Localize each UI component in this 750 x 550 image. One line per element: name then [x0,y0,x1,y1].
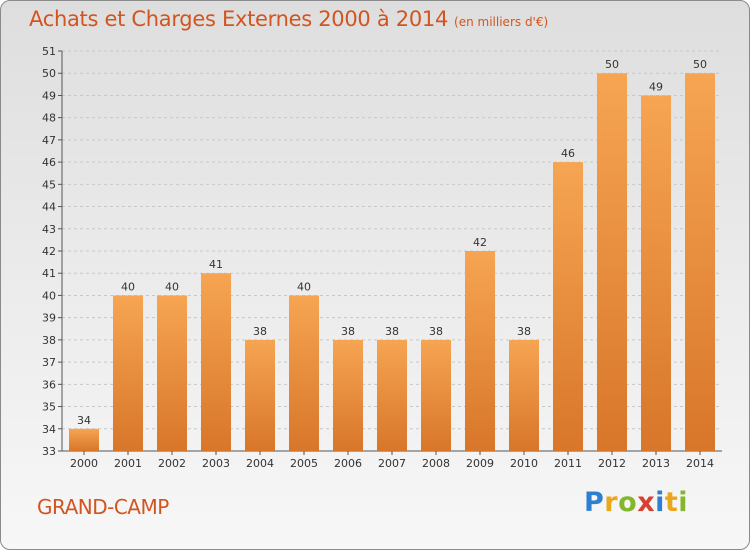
x-tick-label: 2010 [510,457,538,470]
y-tick-label: 33 [42,445,56,458]
bar [157,295,187,451]
bars [69,73,715,451]
labels: 33 34 35 36 37 38 39 40 41 42 43 44 45 46 47 48 49 50 51 20… [42,45,714,470]
bar [113,295,143,451]
bar [377,339,407,451]
x-tick-label: 2002 [158,457,186,470]
location-name: GRAND-CAMP [37,495,169,519]
x-tick-label: 2013 [642,457,670,470]
x-tick-label: 2008 [422,457,450,470]
bar [465,251,495,451]
bar [597,73,627,451]
y-tick-label: 34 [42,423,56,436]
logo-letter: i [655,487,665,518]
data-label: 42 [473,236,487,249]
y-tick-label: 38 [42,334,56,347]
logo-letter: i [678,487,689,518]
x-tick-label: 2006 [334,457,362,470]
data-label: 40 [121,280,135,293]
x-tick-label: 2014 [686,457,714,470]
y-tick-label: 48 [42,112,56,125]
bar [69,428,99,451]
chart-title: Achats et Charges Externes 2000 à 2014 (e… [29,7,548,31]
y-tick-label: 47 [42,134,56,147]
bar [333,339,363,451]
bar [509,339,539,451]
x-tick-label: 2007 [378,457,406,470]
chart-unit: (en milliers d'€) [454,15,549,29]
data-label: 38 [429,325,443,338]
bar [685,73,715,451]
x-tick-label: 2003 [202,457,230,470]
logo-letter: t [664,487,679,518]
proxiti-logo: Proxiti [584,487,688,518]
y-tick-label: 40 [42,289,56,302]
bar [245,339,275,451]
y-tick-label: 37 [42,356,56,369]
data-label: 40 [297,280,311,293]
data-label: 50 [693,58,707,71]
bar [553,162,583,451]
logo-letter: o [618,487,638,518]
x-tick-label: 2012 [598,457,626,470]
data-label: 50 [605,58,619,71]
bar [201,273,231,451]
y-tick-label: 39 [42,312,56,325]
y-tick-label: 35 [42,401,56,414]
y-tick-label: 43 [42,223,56,236]
y-tick-label: 41 [42,267,56,280]
logo-letter: r [604,487,619,518]
y-tick-label: 50 [42,67,56,80]
x-tick-label: 2005 [290,457,318,470]
data-label: 41 [209,258,223,271]
data-label: 49 [649,80,663,93]
y-tick-label: 51 [42,45,56,58]
y-tick-label: 44 [42,201,56,214]
data-label: 40 [165,280,179,293]
logo-letter: x [637,487,656,518]
x-tick-label: 2004 [246,457,274,470]
bar [289,295,319,451]
y-tick-label: 49 [42,89,56,102]
y-tick-label: 46 [42,156,56,169]
data-label: 38 [517,325,531,338]
y-tick-label: 45 [42,178,56,191]
chart-title-text: Achats et Charges Externes 2000 à 2014 [29,7,449,31]
x-tick-label: 2011 [554,457,582,470]
data-label: 34 [77,414,91,427]
bar [421,339,451,451]
x-tick-label: 2009 [466,457,494,470]
data-label: 46 [561,147,575,160]
y-tick-label: 42 [42,245,56,258]
data-label: 38 [253,325,267,338]
x-tick-label: 2001 [114,457,142,470]
data-label: 38 [341,325,355,338]
bar [641,95,671,451]
logo-letter: P [584,487,605,518]
x-tick-label: 2000 [70,457,98,470]
data-label: 38 [385,325,399,338]
y-tick-label: 36 [42,378,56,391]
